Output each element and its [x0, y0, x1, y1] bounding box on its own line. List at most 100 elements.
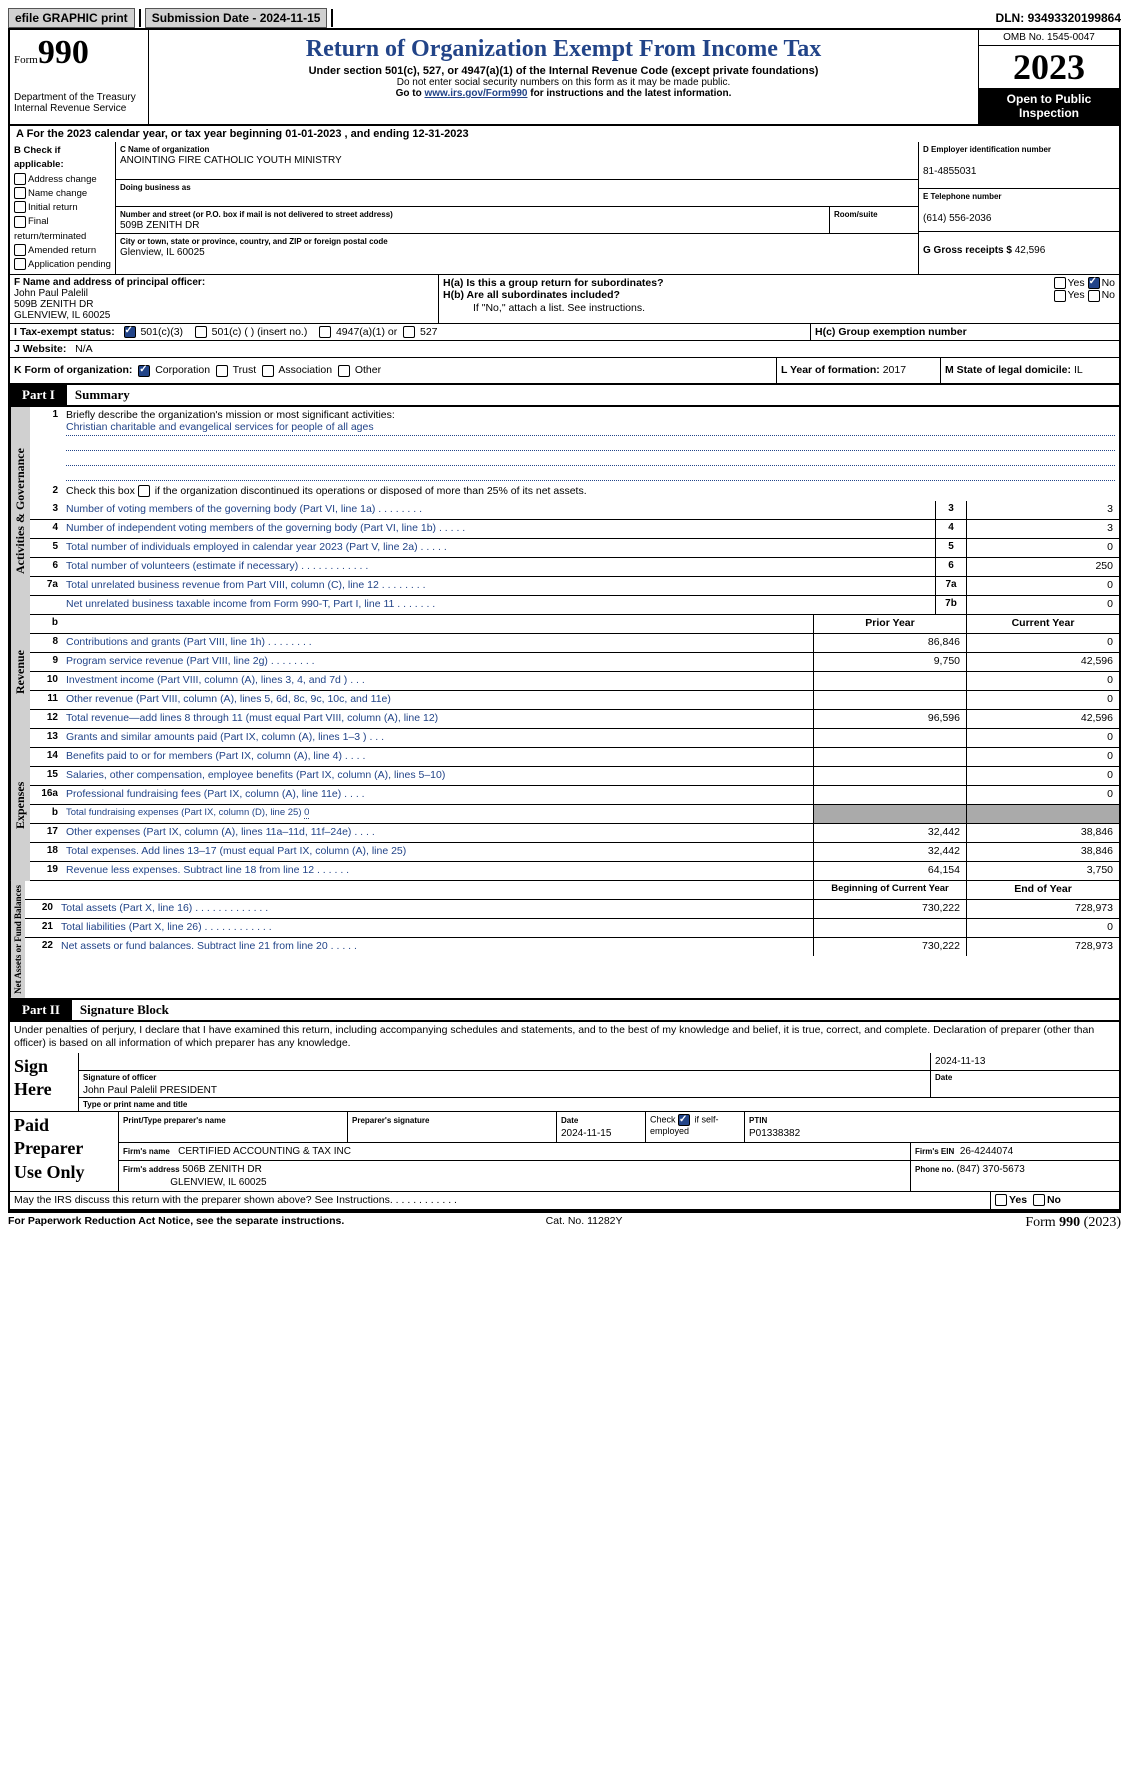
- line11-prior: [813, 691, 966, 709]
- firm-addr2: GLENVIEW, IL 60025: [170, 1177, 266, 1188]
- address-change-checkbox[interactable]: [14, 173, 26, 185]
- dept-treasury: Department of the Treasury Internal Reve…: [14, 92, 144, 114]
- discontinued-checkbox[interactable]: [138, 485, 150, 497]
- line17-curr: 38,846: [966, 824, 1119, 842]
- line16b-text: Total fundraising expenses (Part IX, col…: [66, 807, 304, 818]
- box-b-checks: B Check if applicable: Address change Na…: [10, 142, 116, 274]
- street-label: Number and street (or P.O. box if mail i…: [120, 210, 393, 219]
- firm-phone-label: Phone no.: [915, 1165, 954, 1174]
- divider: [139, 9, 141, 27]
- phone-label: E Telephone number: [923, 192, 1002, 201]
- line13-prior: [813, 729, 966, 747]
- ha-yes-checkbox[interactable]: [1054, 277, 1066, 289]
- 501c-checkbox[interactable]: [195, 326, 207, 338]
- line14-curr: 0: [966, 748, 1119, 766]
- efile-button[interactable]: efile GRAPHIC print: [8, 8, 135, 28]
- name-change-checkbox[interactable]: [14, 187, 26, 199]
- hb-no-checkbox[interactable]: [1088, 290, 1100, 302]
- ptin-label: PTIN: [749, 1116, 767, 1125]
- paid-preparer-label: Paid Preparer Use Only: [14, 1114, 114, 1184]
- website: N/A: [75, 343, 93, 355]
- line20-curr: 728,973: [966, 900, 1119, 918]
- firm-ein: 26-4244074: [960, 1146, 1013, 1157]
- perjury-text: Under penalties of perjury, I declare th…: [8, 1022, 1121, 1053]
- submission-button[interactable]: Submission Date - 2024-11-15: [145, 8, 328, 28]
- prior-year-header: Prior Year: [813, 615, 966, 633]
- subordinates-label: H(b) Are all subordinates included?: [443, 289, 620, 301]
- group-exemption-label: H(c) Group exemption number: [815, 326, 967, 338]
- initial-return-checkbox[interactable]: [14, 201, 26, 213]
- line6-text: Total number of volunteers (estimate if …: [62, 558, 935, 576]
- form-header: Form990 Department of the Treasury Inter…: [8, 30, 1121, 126]
- line17-prior: 32,442: [813, 824, 966, 842]
- application-pending-checkbox[interactable]: [14, 258, 26, 270]
- gross-receipts-label: G Gross receipts $: [923, 245, 1012, 256]
- preparer-name-label: Print/Type preparer's name: [123, 1116, 226, 1125]
- officer-name: John Paul Palelil: [14, 288, 88, 299]
- subtitle: Under section 501(c), 527, or 4947(a)(1)…: [153, 65, 974, 77]
- line9-prior: 9,750: [813, 653, 966, 671]
- top-bar: efile GRAPHIC print Submission Date - 20…: [8, 8, 1121, 30]
- officer-label: F Name and address of principal officer:: [14, 277, 205, 288]
- other-checkbox[interactable]: [338, 365, 350, 377]
- line3-text: Number of voting members of the governin…: [62, 501, 935, 519]
- line19-prior: 64,154: [813, 862, 966, 880]
- line4-text: Number of independent voting members of …: [62, 520, 935, 538]
- hb-yes-checkbox[interactable]: [1054, 290, 1066, 302]
- firm-phone: (847) 370-5673: [956, 1164, 1024, 1175]
- officer-addr2: GLENVIEW, IL 60025: [14, 310, 110, 321]
- line19-text: Revenue less expenses. Subtract line 18 …: [62, 862, 813, 880]
- hb-note: If "No," attach a list. See instructions…: [443, 302, 1115, 314]
- expenses-tab: Expenses: [10, 729, 30, 881]
- amended-return-checkbox[interactable]: [14, 244, 26, 256]
- governance-tab: Activities & Governance: [10, 407, 30, 615]
- line5-text: Total number of individuals employed in …: [62, 539, 935, 557]
- tax-year: 2023: [979, 46, 1119, 88]
- line10-prior: [813, 672, 966, 690]
- line11-text: Other revenue (Part VIII, column (A), li…: [62, 691, 813, 709]
- line2-text: Check this box Check this box if the org…: [66, 485, 587, 497]
- line21-curr: 0: [966, 919, 1119, 937]
- line15-text: Salaries, other compensation, employee b…: [62, 767, 813, 785]
- discuss-yes-checkbox[interactable]: [995, 1194, 1007, 1206]
- line20-prior: 730,222: [813, 900, 966, 918]
- firm-name: CERTIFIED ACCOUNTING & TAX INC: [178, 1146, 351, 1157]
- self-employed-checkbox[interactable]: [678, 1114, 690, 1126]
- line14-text: Benefits paid to or for members (Part IX…: [62, 748, 813, 766]
- street: 509B ZENITH DR: [120, 220, 199, 231]
- firm-addr-label: Firm's address: [123, 1165, 180, 1174]
- domicile: IL: [1074, 364, 1083, 376]
- 501c3-checkbox[interactable]: [124, 326, 136, 338]
- assoc-checkbox[interactable]: [262, 365, 274, 377]
- line18-curr: 38,846: [966, 843, 1119, 861]
- line22-prior: 730,222: [813, 938, 966, 956]
- ha-no-checkbox[interactable]: [1088, 277, 1100, 289]
- irs-link[interactable]: www.irs.gov/Form990: [424, 88, 527, 99]
- corp-checkbox[interactable]: [138, 365, 150, 377]
- year-formation-label: L Year of formation:: [781, 364, 880, 376]
- tax-period: A For the 2023 calendar year, or tax yea…: [8, 126, 1121, 142]
- mission-label: Briefly describe the organization's miss…: [66, 409, 395, 421]
- 4947-checkbox[interactable]: [319, 326, 331, 338]
- omb-number: OMB No. 1545-0047: [979, 30, 1119, 46]
- trust-checkbox[interactable]: [216, 365, 228, 377]
- mission-text: Christian charitable and evangelical ser…: [66, 421, 1115, 436]
- final-return-checkbox[interactable]: [14, 216, 26, 228]
- line7b-text: Net unrelated business taxable income fr…: [62, 596, 935, 614]
- line3-val: 3: [966, 501, 1119, 519]
- sign-date: 2024-11-13: [931, 1053, 1119, 1070]
- 527-checkbox[interactable]: [403, 326, 415, 338]
- line9-text: Program service revenue (Part VIII, line…: [62, 653, 813, 671]
- sig-officer-label: Signature of officer: [83, 1073, 156, 1082]
- discuss-no-checkbox[interactable]: [1033, 1194, 1045, 1206]
- line10-curr: 0: [966, 672, 1119, 690]
- line17-text: Other expenses (Part IX, column (A), lin…: [62, 824, 813, 842]
- line10-text: Investment income (Part VIII, column (A)…: [62, 672, 813, 690]
- line8-text: Contributions and grants (Part VIII, lin…: [62, 634, 813, 652]
- prep-date-label: Date: [561, 1116, 578, 1125]
- line21-prior: [813, 919, 966, 937]
- line7b-val: 0: [966, 596, 1119, 614]
- part2-header: Part II Signature Block: [8, 1000, 1121, 1022]
- url-note: Go to www.irs.gov/Form990 for instructio…: [153, 88, 974, 99]
- year-formation: 2017: [883, 364, 906, 376]
